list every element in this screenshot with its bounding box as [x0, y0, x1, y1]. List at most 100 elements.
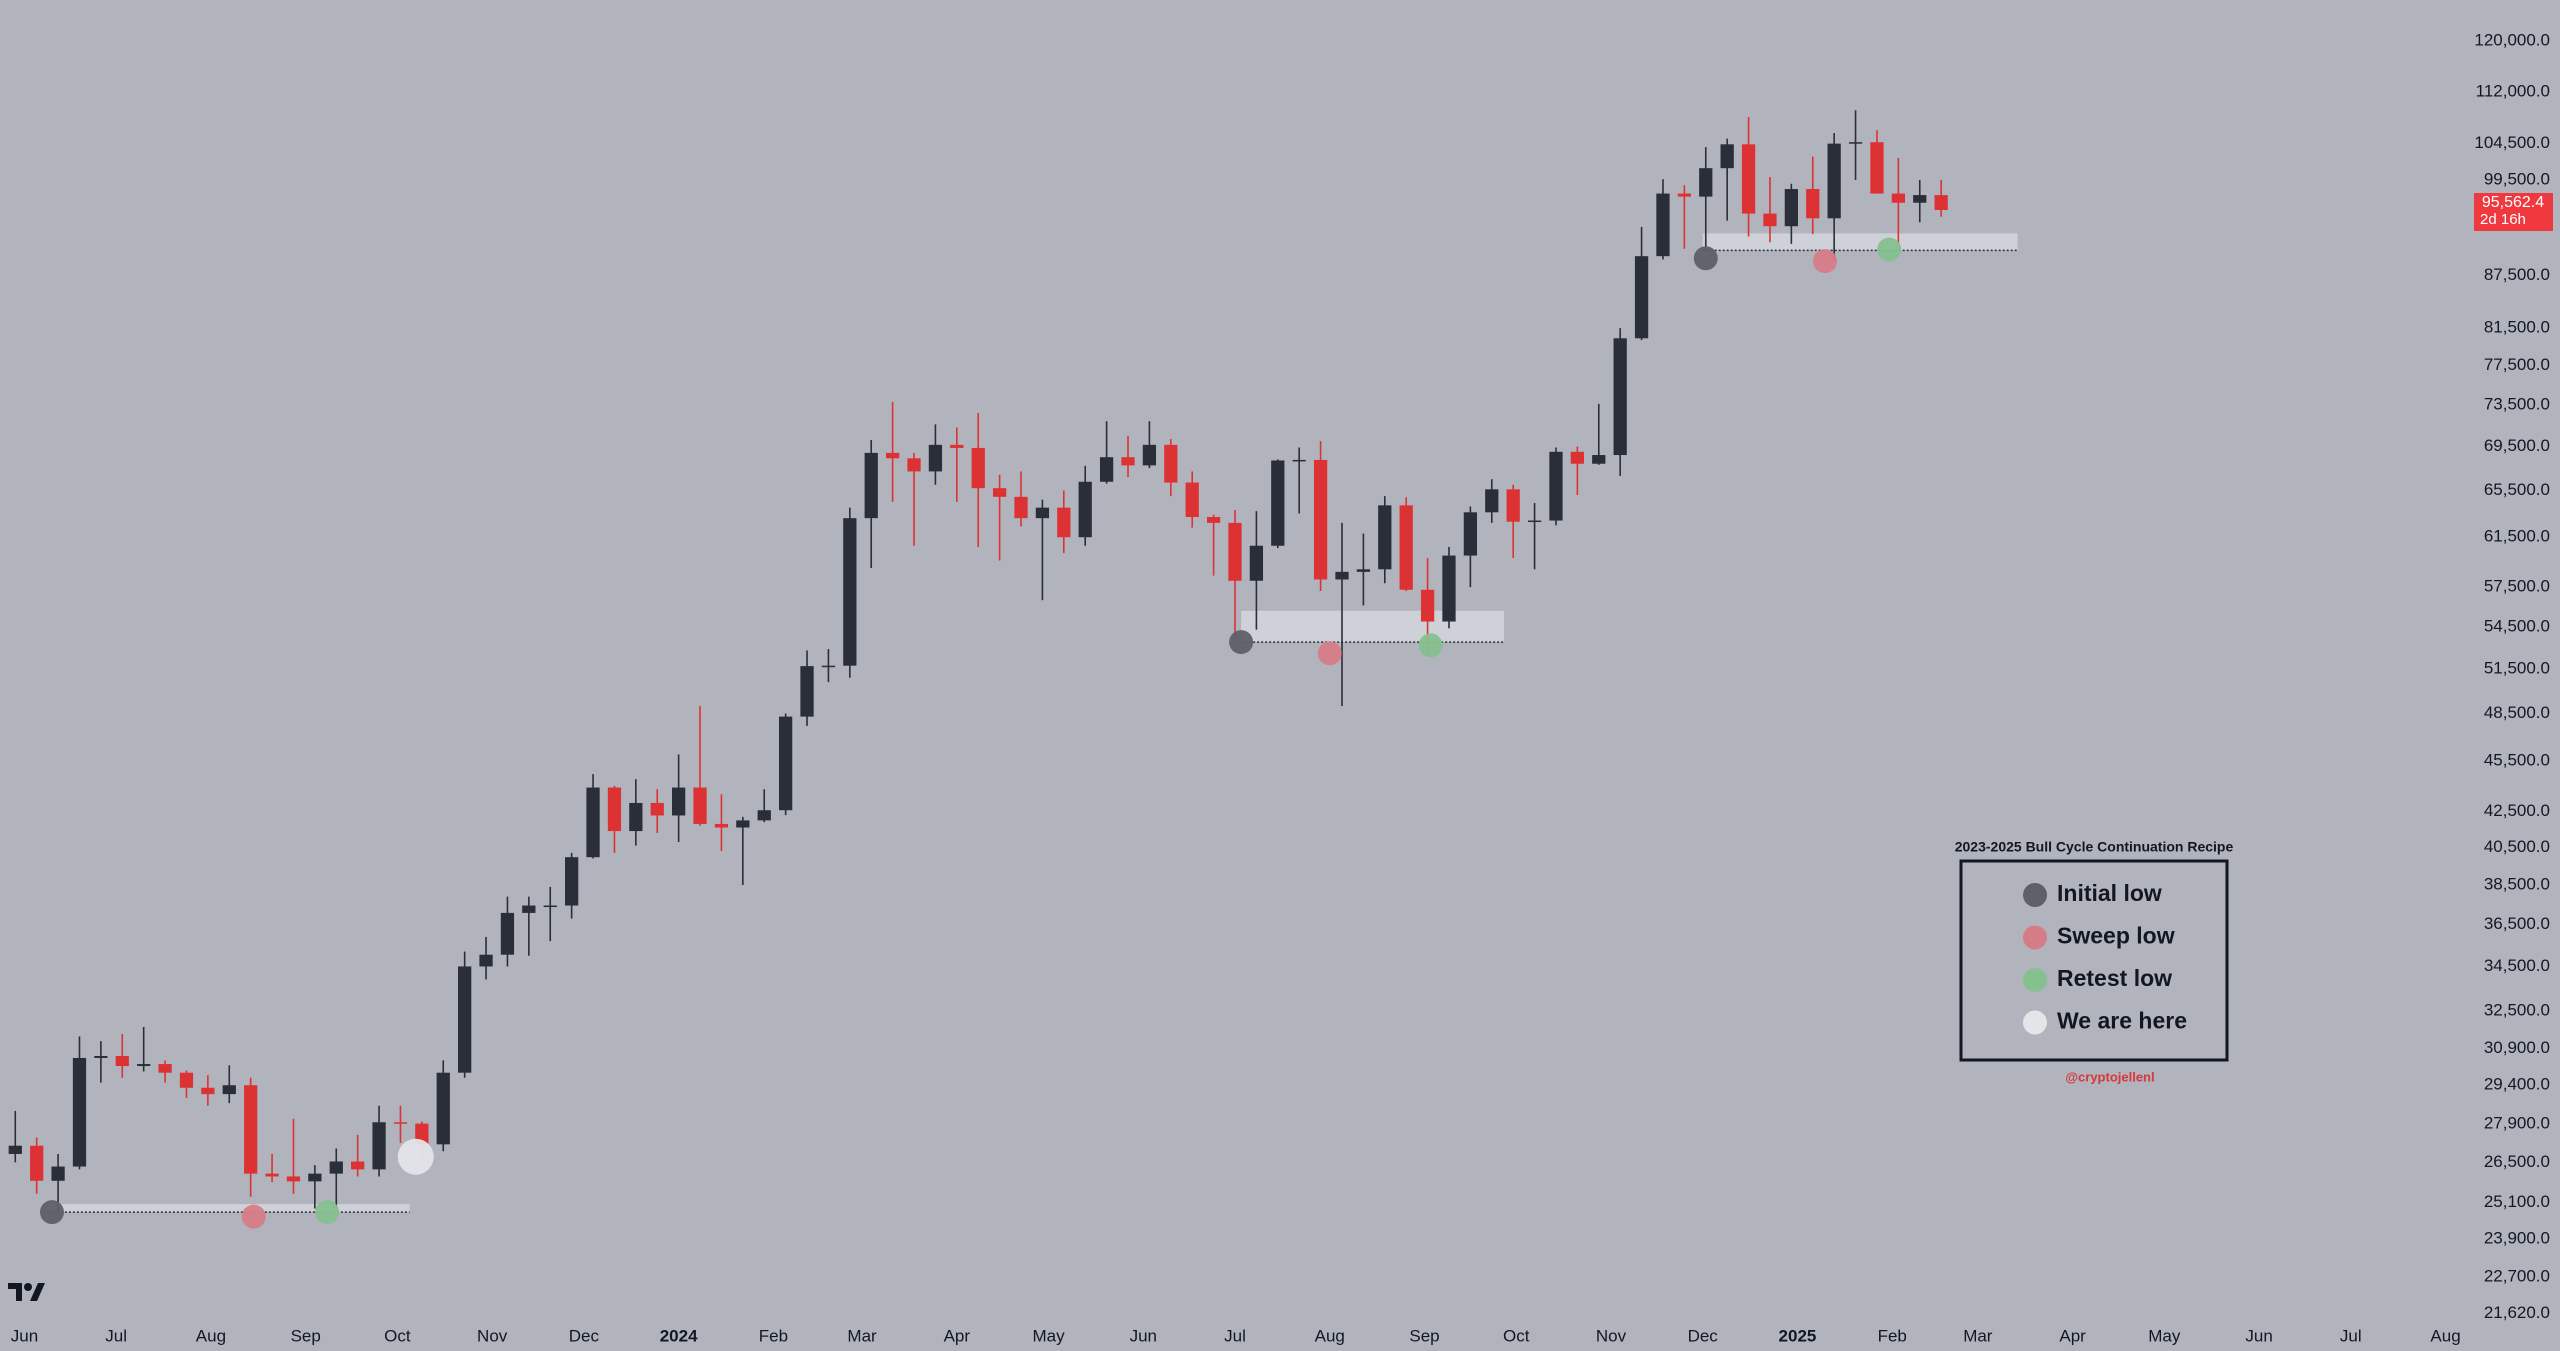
- y-tick-label: 112,000.0: [2476, 82, 2550, 101]
- candle-body: [1313, 459, 1328, 580]
- candle-body: [1292, 459, 1306, 462]
- legend-title: 2023-2025 Bull Cycle Continuation Recipe: [1955, 839, 2234, 855]
- legend-label: Initial low: [2057, 880, 2162, 906]
- legend-label: Sweep low: [2057, 923, 2175, 949]
- candle-body: [51, 1166, 65, 1181]
- candle-body: [1592, 455, 1606, 464]
- candle-body: [1934, 195, 1948, 210]
- candle-body: [1699, 168, 1713, 197]
- candle-body: [1420, 589, 1435, 622]
- candle-body: [500, 912, 515, 955]
- y-tick-label: 99,500.0: [2484, 170, 2550, 189]
- candle-body: [629, 802, 643, 832]
- candle-body: [714, 823, 729, 828]
- legend-label: Retest low: [2057, 965, 2172, 991]
- candle-body: [800, 666, 814, 717]
- y-tick-label: 26,500.0: [2484, 1152, 2550, 1171]
- x-tick-label: Feb: [1878, 1326, 1907, 1345]
- candle-body: [1570, 451, 1585, 464]
- credit: @cryptojellenl: [2065, 1069, 2154, 1084]
- y-tick-label: 65,500.0: [2484, 480, 2550, 499]
- y-tick-label: 81,500.0: [2484, 318, 2550, 337]
- legend-swatch: [2023, 1010, 2047, 1035]
- y-tick-label: 25,100.0: [2484, 1192, 2550, 1211]
- y-tick-label: 51,500.0: [2484, 658, 2550, 677]
- y-tick-label: 27,900.0: [2484, 1114, 2550, 1133]
- candle-body: [1506, 489, 1520, 522]
- candle-body: [1463, 512, 1478, 556]
- legend-box: [1959, 859, 2229, 1062]
- y-tick-label: 54,500.0: [2484, 616, 2550, 635]
- candle-body: [30, 1145, 44, 1181]
- candle-body: [1806, 189, 1820, 219]
- x-tick-label: Dec: [569, 1326, 600, 1345]
- low-marker: [1229, 630, 1254, 655]
- candle-body: [1763, 213, 1777, 227]
- support-zone: [1241, 610, 1505, 643]
- candle-body: [907, 458, 921, 472]
- y-tick-label: 30,900.0: [2484, 1038, 2550, 1057]
- low-marker: [315, 1200, 340, 1225]
- candle-body: [1848, 142, 1863, 144]
- x-tick-label: Jun: [2245, 1326, 2272, 1345]
- candle-body: [479, 954, 493, 967]
- x-tick-label: Aug: [2430, 1326, 2460, 1345]
- low-marker: [1317, 641, 1342, 666]
- candle-body: [586, 787, 600, 858]
- candle-body: [372, 1122, 386, 1170]
- x-tick-label: Mar: [1963, 1326, 1993, 1345]
- x-tick-label: Apr: [944, 1326, 971, 1345]
- candle-body: [137, 1064, 151, 1067]
- y-tick-label: 22,700.0: [2484, 1267, 2550, 1286]
- y-tick-label: 48,500.0: [2484, 703, 2550, 722]
- candle-body: [179, 1072, 194, 1088]
- candle-body: [971, 447, 985, 489]
- candle-body: [672, 787, 686, 816]
- low-marker: [1693, 246, 1718, 271]
- candle-body: [543, 905, 557, 908]
- candle-body: [222, 1085, 236, 1095]
- candle-body: [158, 1064, 172, 1073]
- x-tick-label: Jul: [1224, 1326, 1246, 1345]
- x-tick-label: Dec: [1688, 1326, 1719, 1345]
- legend-label: We are here: [2057, 1008, 2187, 1034]
- candle-body: [308, 1173, 322, 1182]
- legend-swatch: [2023, 968, 2047, 992]
- y-tick-label: 77,500.0: [2484, 355, 2550, 374]
- candle-body: [1057, 507, 1071, 538]
- y-tick-label: 29,400.0: [2484, 1075, 2550, 1094]
- candle-body: [1335, 571, 1349, 580]
- countdown: 2d 16h: [2480, 211, 2526, 228]
- candle-body: [1035, 507, 1050, 519]
- candle-body: [1099, 457, 1114, 482]
- candle-body: [1164, 444, 1178, 483]
- candle-body: [757, 810, 771, 821]
- candle-body: [864, 452, 878, 519]
- candle-body: [72, 1057, 87, 1167]
- tv-logo: [8, 1283, 45, 1301]
- low-marker: [1812, 249, 1837, 274]
- low-marker: [1418, 633, 1443, 658]
- candle-body: [928, 444, 943, 472]
- y-tick-label: 120,000.0: [2474, 30, 2550, 49]
- y-tick-label: 36,500.0: [2484, 914, 2550, 933]
- candle-body: [950, 444, 964, 448]
- y-tick-label: 57,500.0: [2484, 577, 2550, 596]
- x-tick-label: Sep: [291, 1326, 321, 1345]
- candle-body: [1656, 193, 1670, 257]
- candle-body: [329, 1161, 343, 1174]
- candle-body: [1741, 144, 1756, 214]
- candle-body: [1206, 516, 1221, 523]
- candle-body: [1121, 457, 1135, 466]
- x-tick-label: May: [1032, 1326, 1065, 1345]
- x-tick-label: Aug: [1315, 1326, 1345, 1345]
- candle-body: [607, 787, 622, 832]
- candle-body: [821, 665, 836, 668]
- x-tick-label: Oct: [384, 1326, 411, 1345]
- candle-body: [115, 1056, 129, 1067]
- candle-body: [693, 787, 707, 824]
- low-marker: [397, 1138, 434, 1175]
- candle-body: [1356, 569, 1371, 572]
